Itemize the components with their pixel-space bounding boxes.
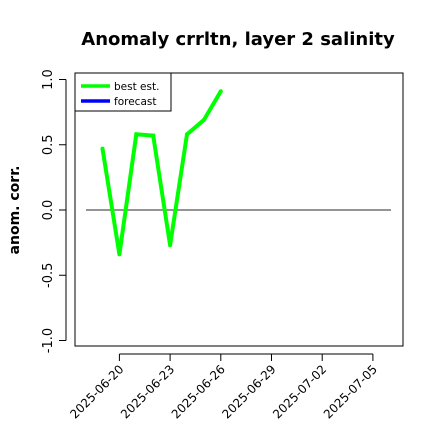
y-tick-label: 1.0	[41, 69, 56, 90]
y-tick-label: 0.0	[41, 200, 56, 221]
data-point-best-est	[201, 117, 206, 122]
y-tick-label: 0.5	[41, 134, 56, 155]
legend-label-forecast: forecast	[114, 96, 156, 108]
series-layer	[100, 89, 223, 257]
data-point-best-est	[185, 132, 189, 137]
data-point-best-est	[151, 133, 156, 138]
y-axis: -1.0 -0.5 0.0 0.5 1.0	[41, 69, 67, 353]
legend-label-best-est: best est.	[114, 81, 159, 93]
data-point-best-est	[100, 146, 105, 151]
data-point-best-est	[218, 89, 223, 94]
y-tick-label: -1.0	[41, 328, 56, 353]
legend-box	[74, 72, 172, 112]
data-point-best-est	[117, 252, 122, 257]
legend: best est. forecast	[74, 72, 172, 112]
chart-title: Anomaly crrltn, layer 2 salinity	[81, 29, 395, 50]
series-line-best-est	[100, 90, 223, 255]
y-tick-label: -0.5	[41, 263, 56, 288]
y-axis-label: anom. corr.	[7, 166, 23, 255]
data-point-best-est	[134, 132, 139, 137]
data-point-best-est	[168, 243, 173, 248]
plot-frame	[74, 72, 404, 347]
